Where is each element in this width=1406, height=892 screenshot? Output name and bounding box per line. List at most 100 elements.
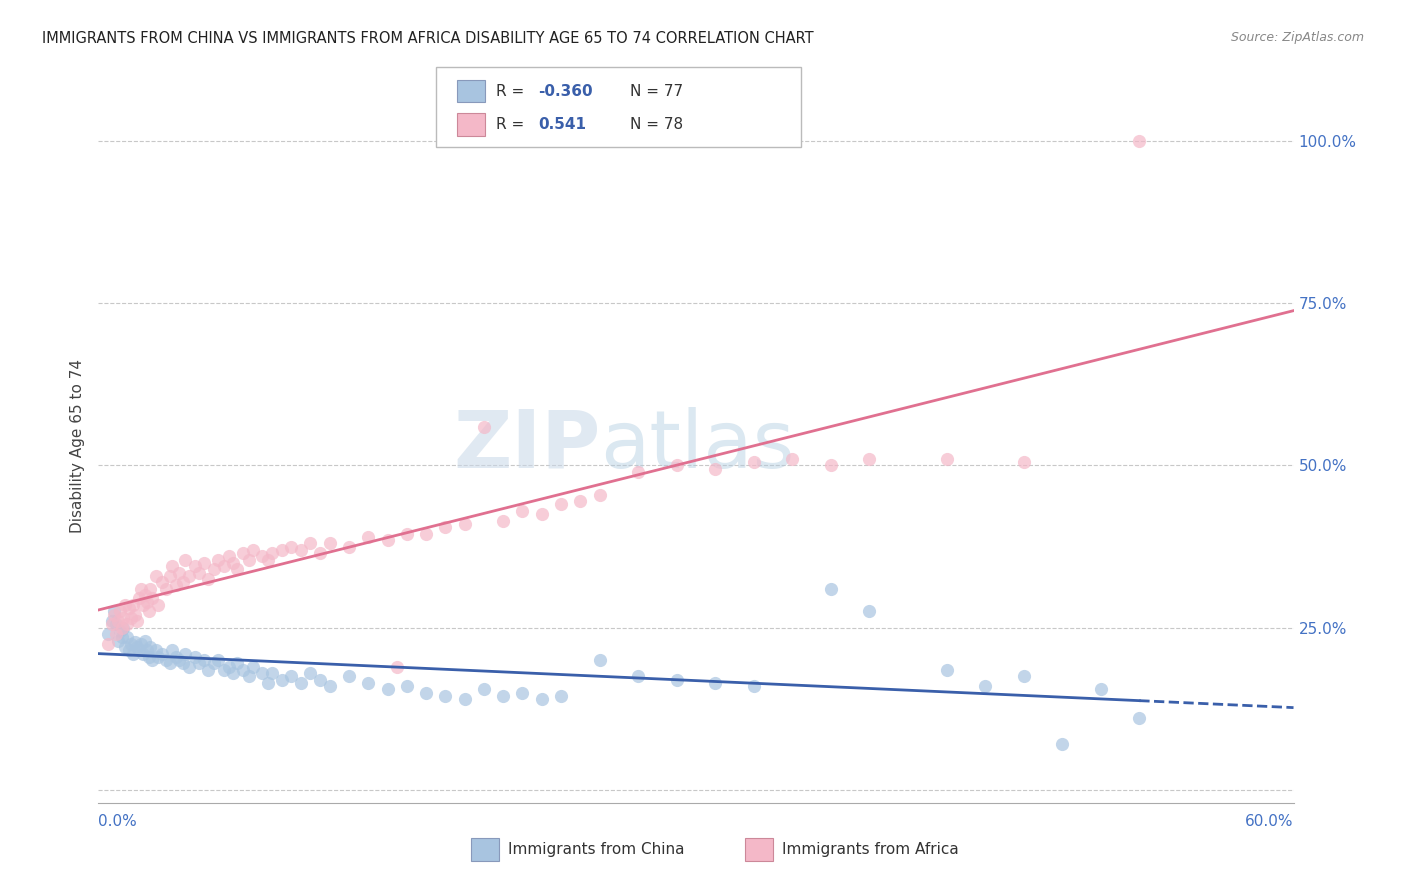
Point (134, 633, 156, 648)
Point (492, 689, 515, 703)
Point (118, 601, 141, 615)
Point (150, 647, 173, 661)
Point (129, 582, 152, 596)
Point (704, 675, 727, 690)
Point (232, 663, 254, 677)
Point (107, 633, 129, 648)
Point (218, 549, 240, 564)
Point (395, 679, 418, 693)
Text: atlas: atlas (600, 407, 794, 485)
Point (242, 659, 264, 673)
Point (193, 653, 215, 667)
Point (1128, 711, 1150, 725)
Point (107, 614, 129, 628)
Text: N = 77: N = 77 (630, 84, 683, 99)
Y-axis label: Disability Age 65 to 74: Disability Age 65 to 74 (70, 359, 86, 533)
Text: N = 78: N = 78 (630, 118, 683, 132)
Point (134, 588, 156, 602)
Point (280, 540, 302, 554)
Point (132, 647, 155, 661)
Point (238, 552, 260, 566)
Point (232, 546, 254, 560)
Point (114, 640, 136, 654)
Text: ZIP: ZIP (453, 407, 600, 485)
Point (212, 559, 235, 574)
Text: R =: R = (496, 84, 530, 99)
Text: R =: R = (496, 118, 534, 132)
Point (103, 604, 125, 618)
Point (472, 682, 495, 697)
Point (120, 611, 142, 625)
Point (132, 598, 155, 612)
Point (138, 649, 160, 664)
Point (472, 419, 495, 434)
Point (174, 647, 197, 661)
Point (290, 675, 312, 690)
Point (319, 536, 342, 550)
Point (260, 546, 283, 560)
Point (257, 552, 280, 566)
Point (101, 617, 124, 632)
Text: Immigrants from China: Immigrants from China (508, 842, 685, 856)
Point (238, 669, 260, 683)
Point (385, 659, 409, 673)
Point (270, 542, 292, 557)
Point (377, 533, 399, 547)
Point (280, 669, 302, 683)
Point (124, 635, 146, 649)
Point (110, 621, 132, 635)
Point (193, 556, 215, 570)
Point (145, 568, 167, 582)
Point (165, 578, 187, 592)
Point (858, 604, 880, 618)
Text: 0.541: 0.541 (538, 118, 586, 132)
Point (128, 643, 150, 657)
Point (139, 582, 162, 596)
Point (150, 575, 173, 590)
Point (184, 649, 207, 664)
Point (125, 614, 148, 628)
Point (512, 685, 534, 699)
Point (299, 536, 322, 550)
Point (169, 653, 191, 667)
Point (377, 682, 399, 697)
Point (177, 659, 200, 673)
Point (434, 520, 457, 534)
Point (125, 640, 148, 654)
Text: 60.0%: 60.0% (1246, 814, 1294, 830)
Point (112, 621, 135, 635)
Point (118, 643, 141, 657)
Point (172, 657, 194, 671)
Point (820, 582, 842, 596)
Text: -0.360: -0.360 (538, 84, 593, 99)
Point (218, 659, 240, 673)
Point (159, 568, 181, 582)
Point (155, 582, 177, 596)
Point (97, 637, 120, 651)
Point (120, 637, 142, 651)
Point (139, 640, 162, 654)
Point (207, 653, 229, 667)
Point (101, 614, 124, 628)
Point (742, 679, 765, 693)
Point (222, 556, 245, 570)
Point (492, 514, 515, 528)
Point (357, 675, 380, 690)
Point (415, 526, 437, 541)
Point (226, 562, 249, 576)
Point (165, 649, 187, 664)
Point (202, 562, 225, 576)
Point (1012, 455, 1035, 469)
Point (184, 559, 207, 574)
Point (550, 497, 572, 511)
Point (103, 607, 125, 622)
Point (627, 669, 650, 683)
Point (141, 653, 163, 667)
Point (1012, 669, 1035, 683)
Point (202, 657, 225, 671)
Point (242, 542, 264, 557)
Point (395, 526, 418, 541)
Point (212, 663, 235, 677)
Point (742, 455, 765, 469)
Point (974, 679, 997, 693)
